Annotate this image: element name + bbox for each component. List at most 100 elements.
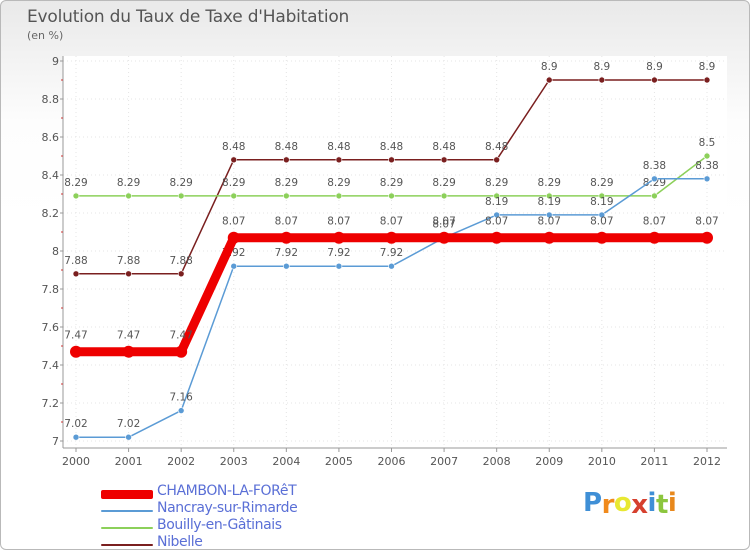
data-point-bouilly-en-g-tinais (651, 192, 658, 200)
proxiti-logo: Proxiti (583, 488, 677, 520)
data-label-nancray-sur-rimarde: 8.07 (432, 219, 455, 231)
x-tick-label: 2005 (325, 455, 353, 468)
data-point-chambon-la-for-t (490, 231, 503, 244)
data-label-chambon-la-for-t: 8.07 (695, 216, 718, 228)
legend-item: Nancray-sur-Rimarde (101, 500, 401, 520)
data-label-chambon-la-for-t: 8.07 (643, 216, 666, 228)
logo-letter: x (631, 490, 648, 520)
data-label-chambon-la-for-t: 8.07 (432, 216, 455, 228)
data-point-nibelle (703, 76, 711, 84)
chart-subtitle: (en %) (27, 29, 64, 42)
data-point-chambon-la-for-t (543, 231, 556, 244)
legend-label: Nibelle (157, 534, 203, 550)
data-label-bouilly-en-g-tinais: 8.29 (169, 177, 192, 189)
data-label-nancray-sur-rimarde: 8.38 (643, 160, 666, 172)
x-tick-label: 2007 (430, 455, 458, 468)
legend-swatch (101, 510, 153, 512)
data-point-nibelle (388, 156, 395, 164)
data-point-bouilly-en-g-tinais (598, 192, 606, 200)
data-point-bouilly-en-g-tinais (388, 192, 395, 200)
data-point-nibelle (230, 156, 238, 164)
data-point-nibelle (177, 270, 185, 278)
data-point-chambon-la-for-t (122, 345, 135, 358)
data-point-chambon-la-for-t (332, 231, 345, 244)
data-label-nibelle: 8.48 (432, 141, 455, 153)
x-tick-label: 2011 (640, 455, 668, 468)
data-point-nibelle (493, 156, 500, 164)
y-tick-label: 8 (52, 245, 59, 258)
legend-item: CHAMBON-LA-FORêT (101, 483, 401, 503)
logo-letter: o (613, 488, 632, 518)
data-label-bouilly-en-g-tinais: 8.29 (643, 177, 666, 189)
data-label-bouilly-en-g-tinais: 8.5 (699, 137, 716, 149)
x-tick-label: 2012 (693, 455, 721, 468)
data-label-nibelle: 7.88 (169, 255, 192, 267)
data-label-nibelle: 7.88 (117, 255, 140, 267)
data-point-bouilly-en-g-tinais (703, 152, 711, 160)
data-point-nancray-sur-rimarde (283, 262, 290, 270)
data-label-nibelle: 8.48 (222, 141, 245, 153)
data-label-chambon-la-for-t: 8.07 (538, 216, 561, 228)
data-label-chambon-la-for-t: 8.07 (485, 216, 508, 228)
data-point-chambon-la-for-t (175, 345, 188, 358)
data-point-nancray-sur-rimarde (388, 262, 395, 270)
data-label-chambon-la-for-t: 8.07 (222, 216, 245, 228)
data-point-chambon-la-for-t (385, 231, 398, 244)
y-tick-label: 8.2 (42, 207, 60, 220)
data-point-bouilly-en-g-tinais (177, 192, 185, 200)
data-label-bouilly-en-g-tinais: 8.29 (590, 177, 613, 189)
data-label-nibelle: 8.9 (699, 61, 716, 73)
data-label-chambon-la-for-t: 8.07 (590, 216, 613, 228)
data-label-nancray-sur-rimarde: 8.19 (485, 196, 508, 208)
data-point-nibelle (440, 156, 448, 164)
data-label-nibelle: 8.48 (327, 141, 350, 153)
data-label-bouilly-en-g-tinais: 8.29 (380, 177, 403, 189)
data-label-bouilly-en-g-tinais: 8.29 (432, 177, 455, 189)
data-label-nibelle: 7.88 (64, 255, 87, 267)
data-point-nancray-sur-rimarde (651, 175, 658, 183)
data-label-chambon-la-for-t: 8.07 (327, 216, 350, 228)
data-label-bouilly-en-g-tinais: 8.29 (222, 177, 245, 189)
data-label-bouilly-en-g-tinais: 8.29 (64, 177, 87, 189)
y-tick-label: 8.6 (42, 131, 60, 144)
legend-item: Bouilly-en-Gâtinais (101, 517, 401, 537)
data-point-bouilly-en-g-tinais (440, 192, 448, 200)
x-tick-label: 2000 (62, 455, 90, 468)
data-label-nibelle: 8.48 (275, 141, 298, 153)
data-label-nibelle: 8.9 (646, 61, 663, 73)
data-label-chambon-la-for-t: 7.47 (64, 330, 87, 342)
data-point-nibelle (651, 76, 658, 84)
y-tick-label: 7.8 (42, 283, 60, 296)
logo-letter: i (647, 488, 657, 518)
legend-swatch (101, 544, 153, 546)
logo-letter: t (655, 490, 668, 520)
data-label-bouilly-en-g-tinais: 8.29 (275, 177, 298, 189)
plot-area (63, 56, 727, 448)
data-label-nancray-sur-rimarde: 7.16 (169, 392, 193, 404)
legend-swatch (101, 489, 153, 499)
data-label-nancray-sur-rimarde: 7.92 (327, 247, 350, 259)
logo-letter: r (601, 490, 615, 520)
x-tick-label: 2009 (535, 455, 563, 468)
data-label-nancray-sur-rimarde: 7.02 (117, 418, 140, 430)
x-tick-label: 2004 (272, 455, 300, 468)
y-tick-label: 7.2 (42, 397, 60, 410)
data-label-nibelle: 8.48 (380, 141, 403, 153)
y-tick-label: 9 (52, 55, 59, 68)
data-point-nibelle (598, 76, 606, 84)
data-point-chambon-la-for-t (438, 231, 451, 244)
data-point-bouilly-en-g-tinais (493, 192, 500, 200)
chart-legend: CHAMBON-LA-FORêT Nancray-sur-Rimarde Bouil… (101, 483, 401, 550)
data-point-chambon-la-for-t (648, 231, 661, 244)
data-label-bouilly-en-g-tinais: 8.29 (117, 177, 140, 189)
data-point-chambon-la-for-t (595, 231, 608, 244)
data-point-nancray-sur-rimarde (335, 262, 343, 270)
data-point-bouilly-en-g-tinais (230, 192, 238, 200)
data-point-bouilly-en-g-tinais (125, 192, 132, 200)
data-point-nancray-sur-rimarde (703, 175, 711, 183)
data-point-nibelle (125, 270, 132, 278)
x-tick-label: 2008 (483, 455, 511, 468)
data-point-chambon-la-for-t (280, 231, 293, 244)
